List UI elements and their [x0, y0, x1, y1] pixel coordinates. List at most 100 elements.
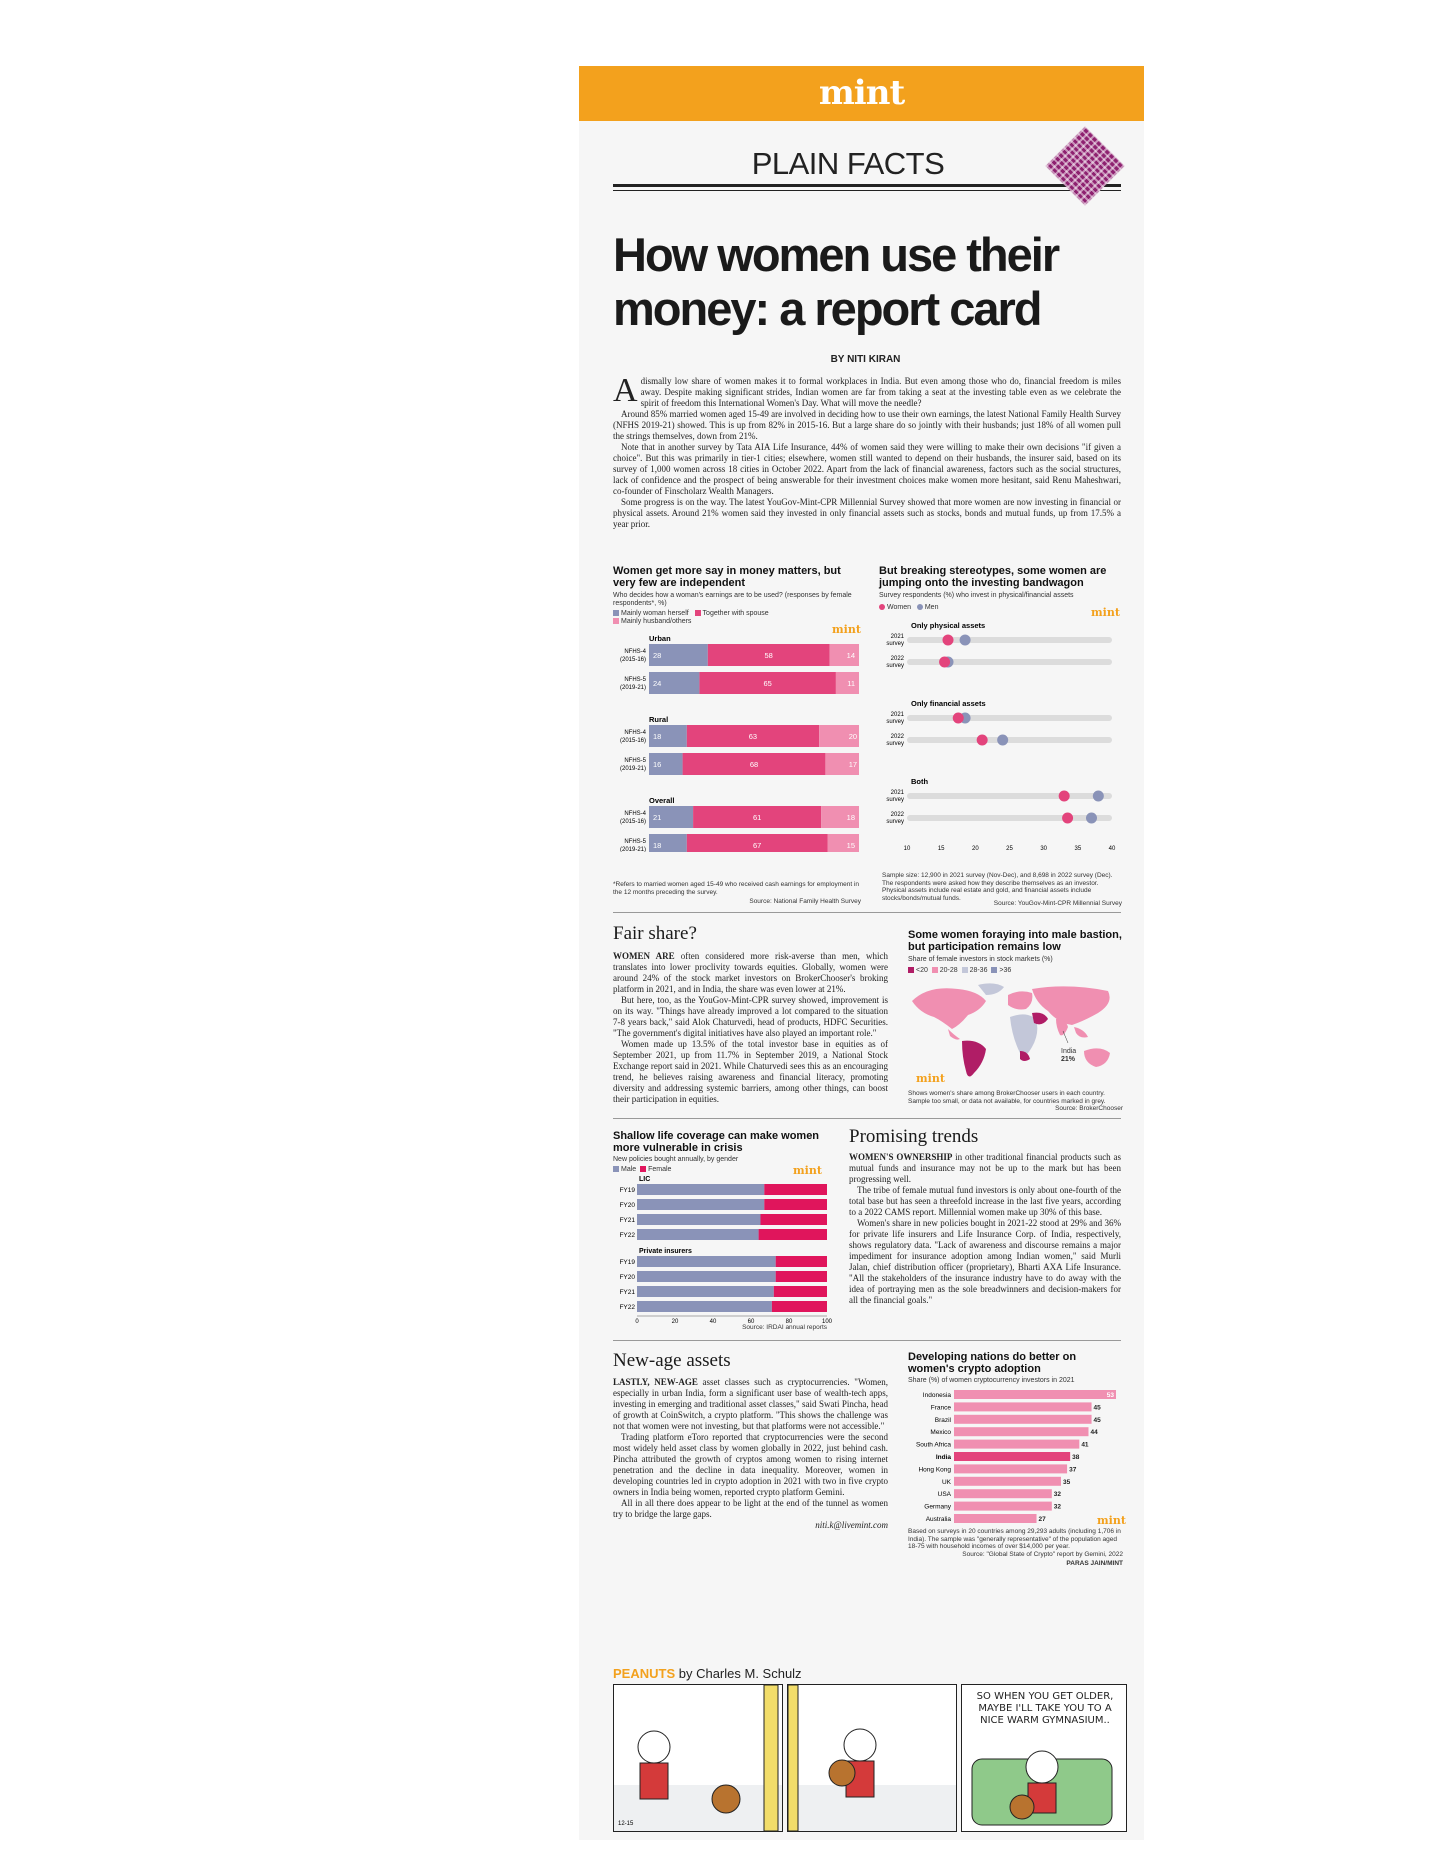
legend-swatch	[640, 1166, 647, 1173]
map-callout-label: India	[1061, 1048, 1077, 1055]
drop-cap: A	[613, 372, 638, 409]
lead-in: LASTLY, NEW-AGE	[613, 1377, 698, 1387]
category-label: survey	[886, 719, 904, 725]
group-label: Only financial assets	[911, 699, 986, 708]
author-email[interactable]: niti.k@livemint.com	[815, 1520, 888, 1530]
category-label: 2022	[891, 812, 905, 818]
data-label: 41	[1081, 1442, 1089, 1449]
bar-segment	[764, 1199, 827, 1210]
category-label: UK	[942, 1479, 952, 1486]
qr-code-icon[interactable]	[1045, 126, 1125, 206]
paragraph-text: often considered more risk-averse than m…	[613, 951, 888, 994]
category-label: FY21	[619, 1289, 635, 1296]
category-label: FY22	[619, 1232, 635, 1239]
legend-swatch	[931, 967, 938, 974]
group-label: Only physical assets	[911, 621, 985, 630]
bar-segment	[682, 753, 826, 775]
comic-panel-3-art	[971, 1750, 1113, 1826]
trends-text: WOMEN'S OWNERSHIP in other traditional f…	[849, 1152, 1121, 1306]
chart4-plot: Indonesia 53 France 45 Brazil 45 Mexico 44 South…	[916, 1390, 1116, 1523]
legend-swatch	[916, 604, 923, 611]
group-label: Urban	[649, 634, 671, 643]
bar-segment	[829, 644, 859, 666]
bar	[954, 1464, 1068, 1474]
group-label: Overall	[649, 796, 674, 805]
mint-logo: mint	[916, 1072, 945, 1085]
map-central-america	[948, 1029, 960, 1040]
intro-text: A dismally low share of women makes it t…	[613, 372, 1121, 530]
bar-segment	[649, 753, 683, 775]
world-map	[912, 983, 1110, 1077]
headline: How women use their money: a report card	[613, 228, 1118, 336]
category-label: survey	[886, 663, 904, 669]
category-label: NFHS-4	[624, 649, 646, 655]
bar-segment	[760, 1214, 827, 1225]
chart4-subtitle: Share (%) of women cryptocurrency invest…	[908, 1377, 1075, 1384]
comic-panel-1: 12-15	[613, 1684, 783, 1832]
category-label: FY22	[619, 1304, 635, 1311]
tick-label: 20	[972, 846, 979, 852]
bar-segment	[775, 1256, 827, 1267]
category-label: (2019-21)	[620, 766, 646, 772]
bar-segment	[775, 1271, 827, 1282]
bar-segment	[693, 806, 822, 828]
tick-label: 0	[635, 1319, 639, 1324]
trends-paragraph: WOMEN'S OWNERSHIP in other traditional f…	[849, 1152, 1121, 1185]
data-point	[1062, 812, 1074, 824]
chart4-source: Source: "Global State of Crypto" report …	[962, 1551, 1123, 1558]
newspaper-page: mint PLAIN FACTS How women use their mon…	[579, 66, 1144, 1840]
map-india	[1056, 1019, 1068, 1036]
data-label: 24	[653, 679, 661, 688]
linus-head	[843, 1728, 877, 1762]
bar	[954, 1414, 1092, 1424]
category-label: Brazil	[935, 1417, 952, 1424]
legend-label: Together with spouse	[702, 610, 769, 617]
chart2-title: But breaking stereotypes, some women are…	[879, 565, 1107, 589]
legend-label: Female	[648, 1166, 672, 1173]
data-label: 58	[765, 651, 773, 660]
category-label: NFHS-5	[624, 839, 646, 845]
track	[907, 715, 1112, 721]
data-label: 20	[849, 732, 857, 741]
category-label: Germany	[924, 1504, 951, 1511]
data-label: 35	[1063, 1479, 1071, 1486]
bar-segment	[637, 1184, 765, 1195]
chart4-title: Developing nations do better on women's …	[908, 1351, 1077, 1375]
data-point	[976, 734, 988, 746]
intro-paragraph: Note that in another survey by Tata AIA …	[613, 442, 1121, 496]
bar-segment	[649, 672, 700, 694]
data-label: 37	[1069, 1466, 1077, 1473]
fairshare-heading: Fair share?	[613, 923, 697, 944]
data-label: 45	[1094, 1417, 1102, 1424]
headline-line-1: How women use their	[613, 228, 1060, 281]
category-label: FY20	[619, 1274, 635, 1281]
legend-swatch	[694, 610, 701, 617]
chart2-plot: Only physical assets 2021 survey 2022 survey…	[886, 621, 1116, 852]
bar-segment	[827, 834, 859, 852]
category-label: 2021	[891, 634, 905, 640]
category-label: (2019-21)	[620, 847, 646, 852]
wall	[787, 1684, 799, 1832]
chart4-note: Based on surveys in 20 countries among 2…	[908, 1528, 1121, 1550]
category-label: NFHS-5	[624, 758, 646, 764]
trends-heading: Promising trends	[849, 1126, 979, 1147]
map-note: Shows women's share among BrokerChooser …	[908, 1090, 1106, 1105]
bar-segment	[637, 1301, 772, 1312]
tick-label: 40	[1109, 846, 1116, 852]
category-label: Indonesia	[923, 1392, 952, 1399]
group-label: Rural	[649, 715, 668, 724]
bar-segment	[637, 1256, 776, 1267]
chart3-subtitle: New policies bought annually, by gender	[613, 1156, 739, 1163]
category-label: NFHS-5	[624, 677, 646, 683]
data-label: 17	[849, 760, 857, 769]
legend-label: Mainly woman herself	[621, 610, 689, 617]
tick-label: 80	[786, 1319, 793, 1324]
tick-label: 10	[904, 846, 911, 852]
fairshare-paragraph: WOMEN ARE often considered more risk-ave…	[613, 951, 888, 995]
category-label: 2021	[891, 790, 905, 796]
newage-heading: New-age assets	[613, 1350, 731, 1371]
tick-label: 40	[710, 1319, 717, 1324]
legend-swatch	[908, 967, 914, 974]
tick-label: 100	[822, 1319, 833, 1324]
